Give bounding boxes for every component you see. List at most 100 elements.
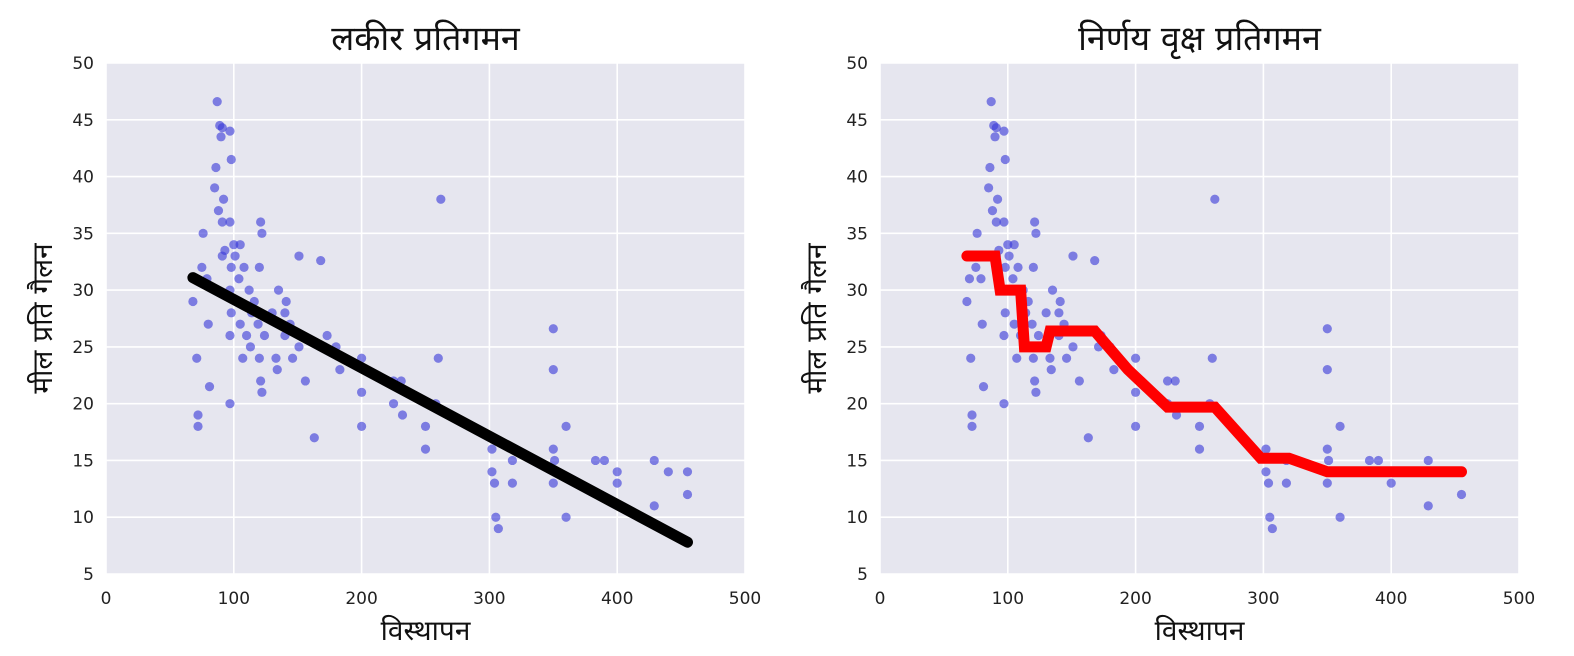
data-point [1068, 251, 1078, 261]
data-point [1322, 444, 1332, 454]
data-point [1054, 308, 1064, 318]
data-point [1109, 365, 1119, 375]
data-point [436, 194, 446, 204]
data-point [1373, 455, 1384, 466]
data-point [225, 126, 235, 136]
x-tick-label: 300 [473, 589, 505, 609]
data-point [999, 217, 1009, 227]
data-point [1000, 262, 1010, 272]
data-point [991, 217, 1001, 227]
data-point [1194, 421, 1205, 431]
y-axis-label: मील प्रति गैलन [26, 243, 59, 394]
data-point [226, 262, 236, 272]
data-point [1009, 240, 1019, 250]
y-tick-label: 50 [846, 54, 868, 74]
data-point [226, 154, 236, 165]
data-point [388, 399, 399, 409]
data-point [649, 501, 659, 511]
data-point [1265, 512, 1275, 522]
data-point [1261, 444, 1271, 454]
data-point [1045, 353, 1055, 363]
data-point [225, 330, 235, 341]
data-point [235, 319, 245, 329]
data-point [257, 228, 267, 238]
x-tick-label: 300 [1247, 589, 1279, 609]
data-point [1170, 376, 1180, 386]
data-point [549, 455, 560, 466]
data-point [211, 162, 221, 173]
y-tick-label: 15 [846, 451, 868, 471]
x-tick-label: 0 [101, 589, 112, 609]
data-point [1456, 489, 1467, 500]
data-point [197, 262, 207, 272]
x-tick-label: 400 [601, 589, 633, 609]
data-point [561, 512, 571, 522]
data-point [682, 489, 693, 500]
data-point [397, 410, 408, 420]
data-point [1028, 353, 1038, 363]
data-point [978, 382, 989, 392]
data-point [193, 410, 203, 420]
data-point [1030, 376, 1040, 386]
data-point [234, 274, 244, 284]
plot-area [880, 63, 1519, 574]
fit-line [187, 272, 693, 548]
y-tick-label: 35 [72, 224, 94, 244]
data-point [967, 421, 977, 431]
data-point [335, 365, 345, 375]
y-tick-label: 40 [72, 168, 94, 188]
x-tick-labels: 0 100 200 300 400 500 [875, 589, 1536, 609]
data-point [210, 183, 220, 193]
data-point [225, 217, 235, 227]
data-point [357, 387, 367, 397]
decision-tree-regression-panel: 0 100 200 300 400 500 5 10 15 20 25 30 35 40 45 50 निर… [774, 0, 1561, 656]
y-tick-label: 15 [72, 451, 94, 471]
y-axis-label: मील प्रति गैलन [800, 243, 833, 394]
x-tick-label: 500 [1503, 589, 1535, 609]
data-point [257, 387, 267, 397]
data-point [682, 467, 693, 477]
data-point [972, 228, 982, 238]
data-point [649, 455, 659, 466]
data-point [1041, 308, 1051, 318]
data-point [1335, 512, 1345, 522]
data-point [548, 365, 558, 375]
data-point [1055, 296, 1065, 307]
x-axis-label: विस्थापन [381, 614, 471, 647]
data-point [254, 353, 264, 363]
data-point [192, 353, 202, 363]
data-point [1068, 342, 1078, 352]
data-point [1131, 353, 1141, 363]
y-tick-label: 10 [72, 508, 94, 528]
data-point [217, 217, 227, 227]
data-point [1194, 444, 1205, 454]
x-tick-label: 400 [1375, 589, 1407, 609]
y-tick-label: 20 [72, 395, 94, 415]
x-tick-label: 500 [729, 589, 761, 609]
data-point [1131, 421, 1141, 431]
data-point [244, 285, 254, 295]
data-point [316, 255, 326, 266]
data-point [235, 240, 245, 250]
data-point [548, 324, 558, 334]
data-point [1281, 478, 1292, 488]
data-point [300, 376, 310, 386]
y-tick-label: 30 [846, 281, 868, 301]
fit-line [961, 250, 1467, 478]
linear-regression-chart: 0 100 200 300 400 500 5 10 15 20 25 30 35 40 45 50 लकी… [26, 19, 761, 647]
data-point [991, 123, 1001, 133]
data-point [590, 455, 601, 466]
y-tick-label: 45 [72, 111, 94, 131]
data-point [1000, 308, 1010, 318]
data-point [259, 330, 270, 341]
data-point [612, 467, 622, 477]
data-point [256, 217, 266, 227]
data-point [217, 123, 227, 133]
y-tick-label: 5 [83, 565, 94, 585]
data-point [1322, 478, 1332, 488]
data-point [507, 455, 518, 466]
data-point [971, 262, 981, 272]
gridlines [879, 62, 1520, 575]
data-point [1171, 410, 1182, 420]
data-point [220, 245, 230, 255]
